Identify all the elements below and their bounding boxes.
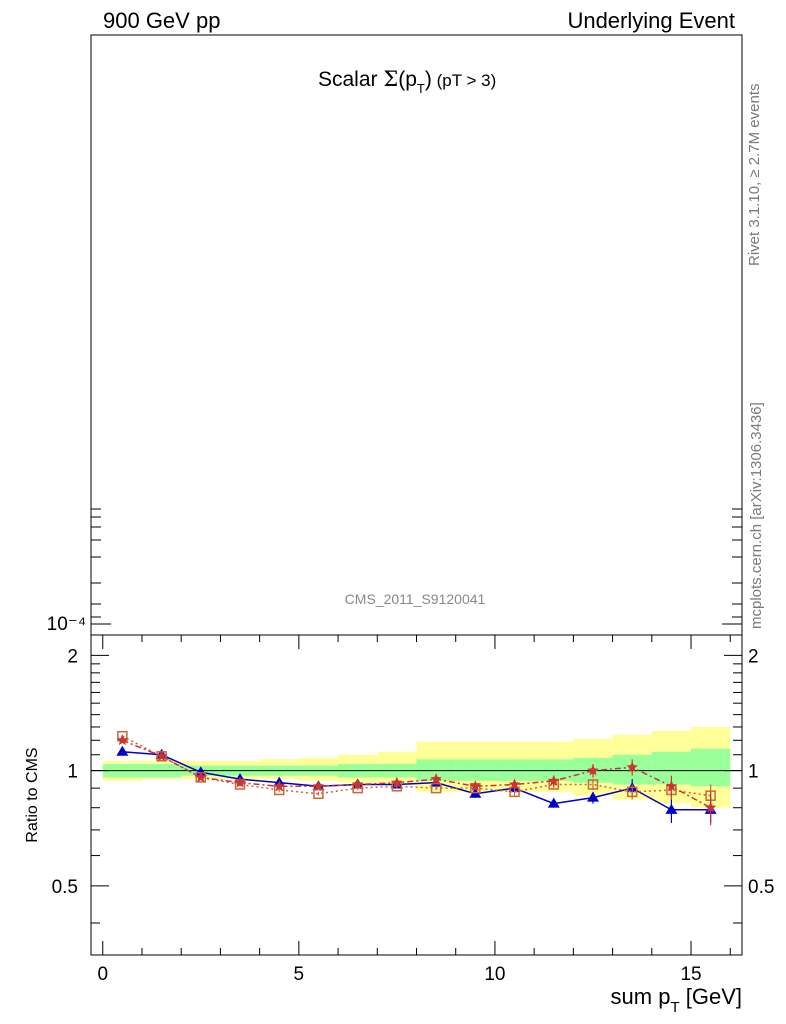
series-line	[122, 751, 711, 811]
series-point	[704, 801, 717, 813]
y-tick-label: 0.5	[52, 877, 78, 898]
series-point	[234, 776, 246, 788]
analysis-watermark: CMS_2011_S9120041	[345, 591, 486, 607]
series-point	[430, 773, 442, 784]
x-ticks: 0 5 10 15	[97, 635, 731, 985]
series-point	[586, 791, 599, 802]
main-panel: Scalar Σ(pT) (pT > 3) CMS_2011_S9120041 …	[47, 34, 743, 636]
x-tick-label: 0	[97, 964, 108, 985]
ratio-y-axis-label: Ratio to CMS	[24, 747, 41, 842]
series-point	[626, 761, 638, 773]
series-point	[351, 778, 364, 790]
series-point	[116, 734, 129, 746]
main-y-tick-label: 10⁻⁴	[47, 614, 86, 635]
series-point	[430, 782, 442, 794]
x-tick-label: 15	[680, 964, 701, 985]
series-group	[116, 730, 717, 826]
series-point	[665, 780, 678, 792]
main-y-ticks	[91, 508, 742, 625]
header-right-label: Underlying Event	[567, 8, 735, 33]
series-point	[312, 780, 325, 792]
x-tick-label: 10	[484, 964, 505, 985]
x-axis-label: sum pT [GeV]	[611, 984, 742, 1016]
series-line	[122, 735, 711, 797]
x-tick-label: 5	[294, 964, 305, 985]
y-tick-label: 2	[67, 646, 78, 667]
series-point	[548, 774, 560, 786]
y-tick-label: 1	[67, 762, 78, 783]
y-ticks: 0.5 0.5 1 1 2 2	[52, 646, 774, 924]
series-line	[122, 739, 711, 809]
main-panel-frame	[90, 34, 743, 636]
y-tick-label-right: 1	[748, 762, 759, 783]
series-point	[587, 764, 599, 776]
series-point	[313, 788, 324, 800]
series-point	[665, 803, 678, 814]
series-point	[155, 750, 168, 762]
y-tick-label-right: 2	[748, 646, 759, 667]
series-point	[547, 797, 560, 808]
series-point	[508, 778, 521, 790]
series-point	[194, 766, 207, 777]
header-left-label: 900 GeV pp	[103, 8, 221, 33]
series-point	[391, 776, 403, 788]
series-point	[587, 779, 599, 790]
y-tick-label-right: 0.5	[748, 877, 774, 898]
series-point	[195, 771, 207, 783]
ratio-panel: 0 5 10 15 0.5 0.5 1 1 2 2 Ratio to CMS sum pT [G…	[24, 634, 774, 1016]
series-point	[469, 780, 482, 792]
series-point	[116, 745, 129, 756]
series-point	[273, 780, 285, 792]
green-band-segment	[691, 748, 731, 787]
series-point	[626, 786, 638, 798]
